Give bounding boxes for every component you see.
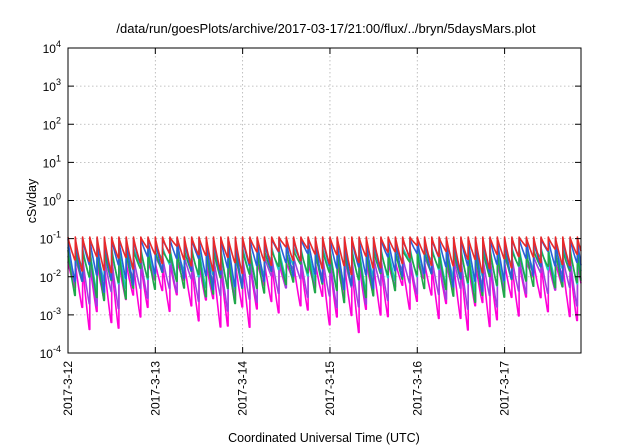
x-tick-label: 2017-3-15 (323, 361, 337, 416)
grid-lines (68, 48, 581, 353)
series-group (67, 236, 582, 334)
series-line (67, 249, 582, 305)
x-axis-label: Coordinated Universal Time (UTC) (228, 431, 420, 445)
y-tick-label: 100 (43, 192, 61, 209)
series-line (67, 236, 582, 276)
y-tick-label: 10-4 (40, 344, 61, 361)
x-tick-label: 2017-3-14 (236, 361, 250, 416)
y-tick-label: 103 (43, 77, 61, 94)
series-line (67, 255, 582, 312)
y-tick-label: 101 (43, 153, 61, 170)
y-tick-label: 10-2 (40, 268, 61, 285)
x-tick-label: 2017-3-13 (148, 361, 162, 416)
chart-title: /data/run/goesPlots/archive/2017-03-17/2… (116, 21, 536, 36)
x-tick-label: 2017-3-17 (498, 361, 512, 416)
y-tick-label: 104 (43, 39, 61, 56)
x-axis: 2017-3-12 2017-3-13 2017-3-14 2017-3-15 2017… (61, 48, 512, 416)
y-tick-label: 10-1 (40, 230, 61, 247)
y-tick-label: 10-3 (40, 306, 61, 323)
x-tick-label: 2017-3-16 (410, 361, 424, 416)
y-axis-label: cSv/day (25, 178, 39, 223)
y-tick-label: 102 (43, 115, 61, 132)
x-tick-label: 2017-3-12 (61, 361, 75, 416)
y-axis: 10-4 10-3 10-2 10-1 100 101 102 103 104 (40, 39, 581, 361)
